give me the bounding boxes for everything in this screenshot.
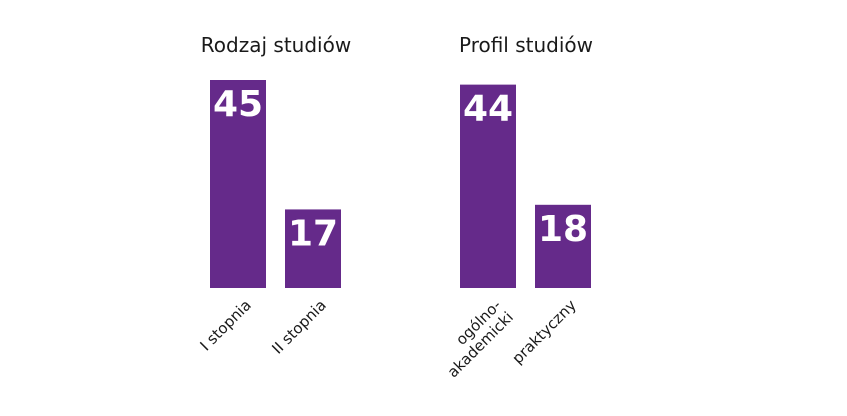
bar-value-label: 44	[463, 89, 513, 130]
category-label: ogólno-akademicki	[432, 296, 517, 381]
bar-value-label: 45	[213, 84, 263, 125]
bar-value-label: 18	[538, 209, 588, 250]
bar-value-label: 17	[288, 213, 338, 254]
chart-title: Rodzaj studiów	[201, 33, 351, 57]
bar	[285, 209, 341, 288]
bar	[210, 80, 266, 288]
chart-title: Profil studiów	[459, 33, 593, 57]
bar	[535, 204, 591, 288]
category-label: I stopnia	[197, 296, 255, 354]
bar	[460, 84, 516, 288]
chart-rodzaj-studiow: Rodzaj studiów 45 I stopnia 17 II stopnia	[197, 33, 352, 358]
chart-profil-studiow: Profil studiów 44 ogólno-akademicki 18 prak…	[432, 33, 593, 381]
category-label: II stopnia	[268, 296, 329, 357]
category-label: praktyczny	[509, 296, 580, 367]
